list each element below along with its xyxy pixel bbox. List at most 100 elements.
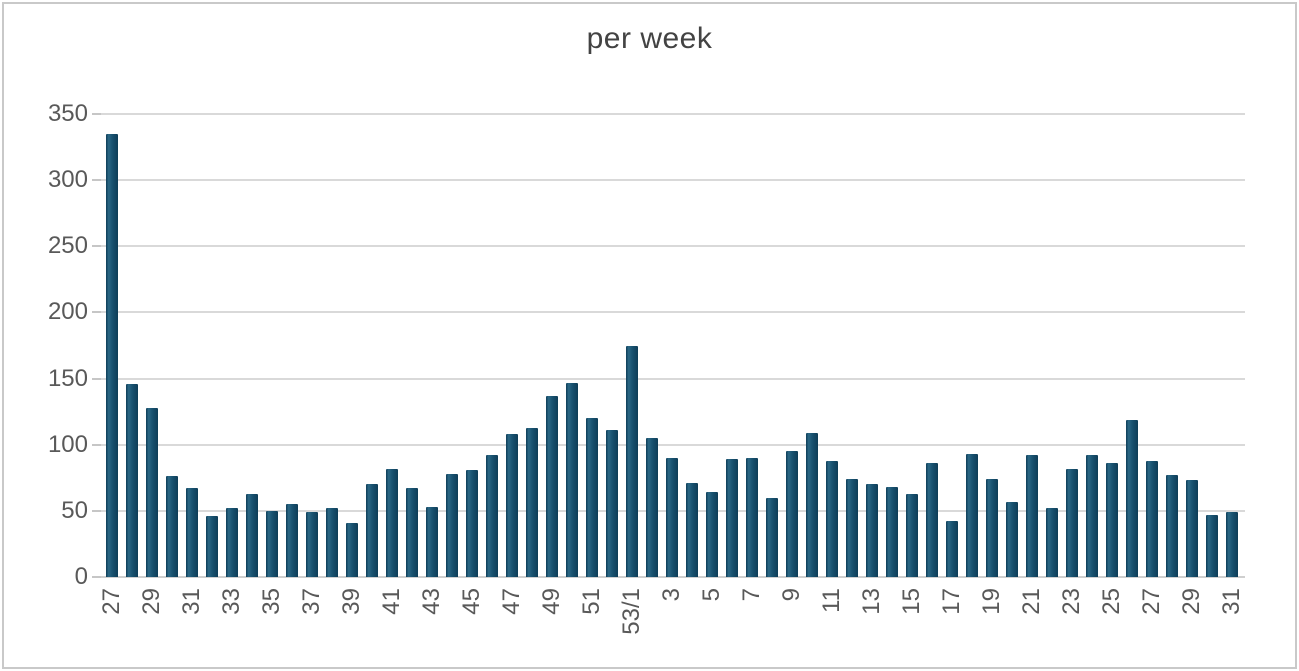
x-axis-label: 49 [538, 588, 565, 615]
chart-title: per week [586, 22, 713, 55]
bar-week-4 [686, 483, 698, 577]
bar-week-41 [386, 468, 398, 577]
y-axis-tick [92, 377, 101, 380]
bar-week-37 [306, 512, 318, 577]
bar-week-52 [606, 430, 618, 577]
x-axis-label: 39 [338, 588, 365, 615]
bar-week-28 [126, 383, 138, 577]
bar-week-12 [846, 479, 858, 577]
y-axis-label: 250 [47, 232, 88, 260]
bar-week-35 [266, 510, 278, 577]
bar-week-14 [886, 487, 898, 577]
bar-week-46 [486, 455, 498, 577]
bar-week-33 [226, 508, 238, 577]
x-axis-label: 33 [218, 588, 245, 615]
bar-week-51 [586, 418, 598, 577]
gridline-200 [100, 311, 1245, 314]
bar-week-8 [766, 497, 778, 577]
x-axis-label: 11 [818, 588, 845, 613]
bar-week-38 [326, 508, 338, 577]
x-axis-label: 45 [458, 588, 485, 615]
bar-week-6 [726, 459, 738, 577]
bar-week-15 [906, 493, 918, 577]
bar-week-25 [1106, 463, 1118, 577]
x-axis-label: 3 [658, 588, 685, 602]
y-axis-tick [92, 576, 101, 578]
x-axis-label: 31 [178, 588, 205, 615]
bar-week-11 [826, 460, 838, 577]
bar-week-31 [186, 488, 198, 577]
bar-week-21 [1026, 455, 1038, 577]
bar-week-40 [366, 484, 378, 577]
bar-week-2 [646, 438, 658, 577]
bar-week-34 [246, 493, 258, 577]
y-axis-tick [92, 113, 101, 115]
bar-week-9 [786, 451, 798, 577]
bar-week-36 [286, 504, 298, 577]
y-axis-label: 350 [47, 100, 88, 127]
bar-week-53/1 [626, 345, 638, 577]
x-axis-label: 13 [858, 588, 885, 615]
bar-week-47 [506, 434, 518, 577]
x-axis-label: 23 [1058, 588, 1085, 615]
bar-week-42 [406, 488, 418, 577]
x-axis-label: 15 [898, 588, 925, 615]
y-axis-label: 50 [61, 496, 88, 524]
bar-week-49 [546, 395, 558, 577]
bar-week-29 [1186, 480, 1198, 577]
gridline-300 [100, 179, 1245, 182]
bar-week-22 [1046, 508, 1058, 577]
bar-week-28 [1166, 475, 1178, 577]
x-axis-label: 9 [778, 588, 805, 602]
bar-week-43 [426, 506, 438, 577]
y-axis-label: 200 [47, 298, 88, 326]
bar-week-27 [1146, 460, 1158, 577]
x-axis-label: 5 [698, 588, 725, 602]
gridline-150 [100, 377, 1245, 380]
bar-week-16 [926, 463, 938, 577]
bar-week-32 [206, 516, 218, 577]
x-axis-label: 25 [1098, 588, 1125, 615]
x-axis-label: 29 [138, 588, 165, 615]
bar-week-20 [1006, 501, 1018, 577]
x-axis-label: 31 [1218, 588, 1245, 615]
y-axis-label: 100 [47, 430, 88, 458]
gridline-350 [100, 113, 1245, 115]
x-axis-label: 21 [1018, 588, 1045, 615]
bar-week-23 [1066, 468, 1078, 577]
x-axis-label: 17 [938, 588, 965, 615]
y-axis-tick [92, 179, 101, 182]
x-axis-label: 7 [738, 588, 765, 602]
bar-week-50 [566, 382, 578, 577]
gridline-0 [100, 576, 1245, 578]
x-axis-label: 51 [578, 588, 605, 615]
x-axis-label: 47 [498, 588, 525, 615]
bar-week-30 [166, 476, 178, 577]
y-axis-tick [92, 443, 101, 446]
gridline-250 [100, 245, 1245, 248]
x-axis-label: 43 [418, 588, 445, 615]
bar-week-24 [1086, 455, 1098, 577]
bar-week-48 [526, 427, 538, 577]
bar-week-17 [946, 521, 958, 577]
bar-week-27 [106, 133, 118, 577]
bar-week-31 [1226, 512, 1238, 577]
x-axis-label: 41 [378, 588, 405, 615]
bar-week-13 [866, 484, 878, 577]
bar-week-26 [1126, 419, 1138, 577]
y-axis-label: 150 [47, 364, 88, 392]
y-axis-tick [92, 311, 101, 314]
x-axis-label: 37 [298, 588, 325, 615]
bar-week-39 [346, 522, 358, 577]
y-axis-tick [92, 245, 101, 248]
y-axis-label: 300 [47, 166, 88, 194]
bar-week-29 [146, 407, 158, 577]
bar-week-44 [446, 473, 458, 577]
x-axis-label: 29 [1178, 588, 1205, 615]
bar-week-45 [466, 469, 478, 577]
bar-week-10 [806, 432, 818, 577]
y-axis-tick [92, 509, 101, 512]
gridline-100 [100, 443, 1245, 446]
y-axis-label: 0 [74, 563, 88, 590]
